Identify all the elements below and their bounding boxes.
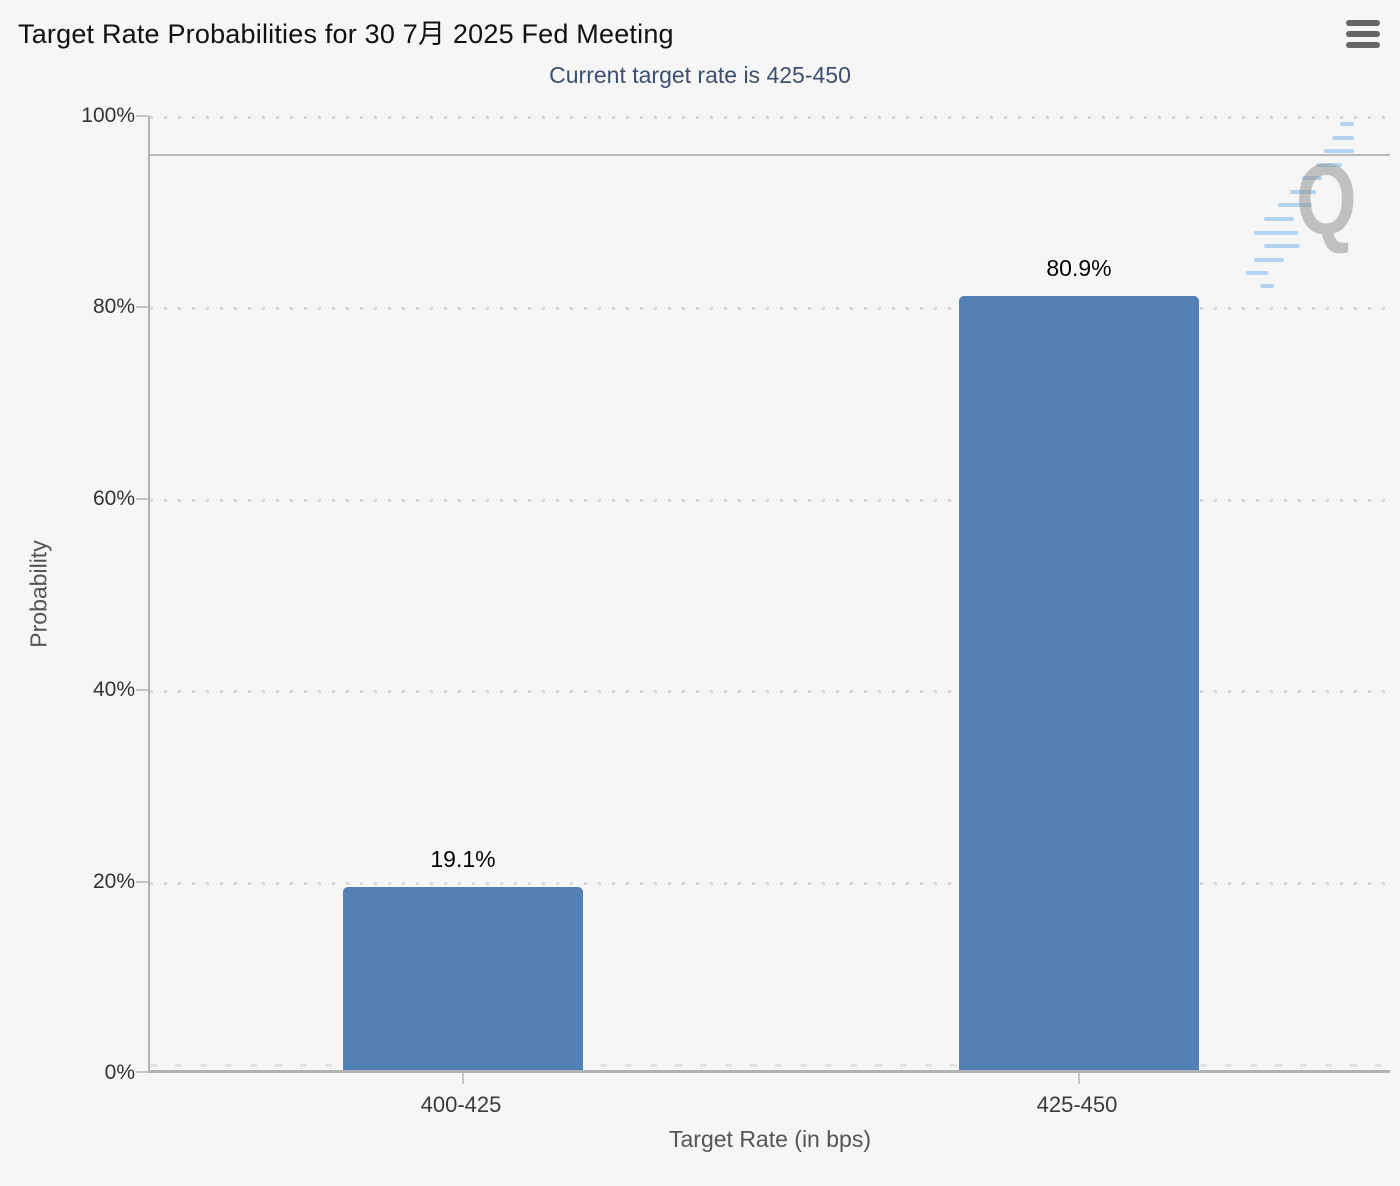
y-tick-label: 40% bbox=[92, 678, 135, 701]
x-tick-mark bbox=[462, 1073, 464, 1084]
quikstrike-watermark: Q bbox=[150, 116, 1390, 1070]
x-axis-minor-ticks bbox=[150, 1064, 1390, 1067]
y-tick-mark bbox=[136, 1071, 148, 1073]
reference-line bbox=[150, 154, 1390, 156]
gridline bbox=[150, 116, 1390, 119]
x-category-label: 425-450 bbox=[1036, 1092, 1118, 1117]
y-tick-label: 60% bbox=[92, 487, 135, 510]
y-tick-mark bbox=[136, 689, 148, 691]
y-axis-title: Probability bbox=[25, 540, 52, 648]
gridline bbox=[150, 882, 1390, 885]
x-category-label: 400-425 bbox=[420, 1092, 502, 1117]
bar-425-450[interactable] bbox=[959, 296, 1199, 1070]
y-tick-label: 80% bbox=[92, 295, 135, 318]
plot-area: Q 19.1% 80.9% bbox=[148, 116, 1390, 1084]
gridline bbox=[150, 307, 1390, 310]
bar-400-425[interactable] bbox=[343, 887, 583, 1070]
x-tick-mark bbox=[1078, 1073, 1080, 1084]
y-tick-label: 20% bbox=[92, 870, 135, 893]
hamburger-menu-button[interactable] bbox=[1346, 18, 1382, 50]
y-tick-mark bbox=[136, 306, 148, 308]
chart-subtitle: Current target rate is 425-450 bbox=[549, 62, 851, 88]
quikstrike-q-logo-icon: Q bbox=[1296, 144, 1357, 256]
y-tick-mark bbox=[136, 115, 148, 117]
gridline bbox=[150, 499, 1390, 502]
bar-value-label: 80.9% bbox=[1046, 255, 1112, 281]
y-tick-mark bbox=[136, 498, 148, 500]
hamburger-icon bbox=[1346, 20, 1380, 26]
hamburger-icon bbox=[1346, 42, 1380, 48]
gridline bbox=[150, 690, 1390, 693]
y-tick-mark bbox=[136, 881, 148, 883]
hamburger-icon bbox=[1346, 31, 1380, 37]
chart-title: Target Rate Probabilities for 30 7月 2025… bbox=[18, 19, 674, 49]
bar-value-label: 19.1% bbox=[430, 846, 496, 872]
x-axis-title: Target Rate (in bps) bbox=[669, 1126, 871, 1152]
y-tick-label: 0% bbox=[104, 1061, 135, 1084]
y-tick-label: 100% bbox=[81, 104, 135, 127]
